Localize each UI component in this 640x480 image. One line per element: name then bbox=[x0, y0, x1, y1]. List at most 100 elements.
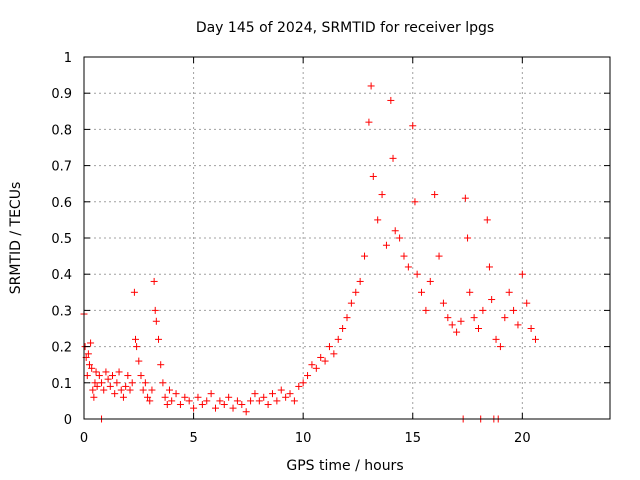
data-point bbox=[304, 372, 312, 380]
data-point bbox=[382, 241, 390, 249]
data-point bbox=[404, 263, 412, 271]
data-point bbox=[361, 252, 369, 260]
data-point bbox=[137, 372, 145, 380]
data-point bbox=[87, 339, 95, 347]
x-tick-label: 5 bbox=[189, 431, 197, 446]
data-point bbox=[229, 404, 237, 412]
data-point bbox=[264, 401, 272, 409]
data-point bbox=[212, 404, 219, 412]
data-point bbox=[126, 386, 134, 394]
data-point bbox=[220, 401, 228, 409]
data-point bbox=[85, 361, 93, 369]
data-point bbox=[185, 397, 193, 405]
data-point bbox=[159, 379, 167, 387]
data-point bbox=[514, 321, 522, 329]
data-point bbox=[290, 397, 298, 405]
data-point bbox=[492, 335, 500, 343]
data-point bbox=[389, 154, 397, 162]
data-point bbox=[233, 397, 241, 405]
data-point bbox=[464, 234, 472, 242]
data-point bbox=[321, 357, 329, 365]
data-point bbox=[518, 270, 526, 278]
data-point bbox=[400, 252, 408, 260]
data-point bbox=[330, 350, 338, 358]
data-point bbox=[347, 299, 355, 307]
y-tick-label: 1 bbox=[64, 51, 72, 66]
data-point bbox=[255, 397, 263, 405]
data-point bbox=[527, 325, 535, 332]
data-point bbox=[325, 343, 333, 351]
y-tick-label: 0.6 bbox=[51, 196, 72, 211]
data-point bbox=[501, 314, 509, 322]
data-point bbox=[130, 288, 138, 296]
data-point bbox=[461, 194, 469, 202]
data-point bbox=[431, 191, 439, 199]
x-axis-label: GPS time / hours bbox=[286, 458, 403, 474]
data-point bbox=[90, 393, 98, 401]
data-point bbox=[277, 386, 285, 394]
data-point bbox=[308, 361, 316, 369]
data-point bbox=[135, 357, 143, 365]
data-point bbox=[203, 397, 211, 405]
data-point bbox=[457, 317, 465, 325]
data-point bbox=[286, 390, 294, 398]
data-points bbox=[80, 82, 539, 423]
y-tick-label: 0.7 bbox=[51, 160, 72, 175]
data-point bbox=[369, 172, 377, 180]
data-point bbox=[238, 401, 246, 409]
data-point bbox=[317, 353, 325, 361]
data-point bbox=[282, 393, 290, 401]
data-point bbox=[367, 82, 375, 90]
data-point bbox=[505, 288, 513, 296]
data-point bbox=[273, 397, 281, 405]
data-point bbox=[312, 364, 320, 372]
data-point bbox=[448, 321, 456, 329]
data-point bbox=[216, 397, 224, 405]
data-point bbox=[128, 379, 136, 387]
data-point bbox=[409, 122, 417, 130]
data-point bbox=[133, 343, 141, 351]
data-point bbox=[139, 386, 147, 394]
data-point bbox=[124, 372, 132, 380]
data-point bbox=[106, 382, 114, 390]
data-point bbox=[378, 191, 386, 199]
data-point bbox=[391, 227, 399, 235]
data-point bbox=[475, 325, 482, 332]
data-point bbox=[181, 393, 189, 401]
data-point bbox=[111, 390, 119, 398]
data-point bbox=[268, 390, 276, 398]
x-tick-label: 10 bbox=[295, 431, 312, 446]
axis-ticks: 0 5 10 15 20 0 0.1 0.2 0.3 0.4 0.5 0.6 0.7 0.8 0.9 1 bbox=[51, 51, 610, 446]
data-point bbox=[356, 277, 364, 285]
data-point bbox=[157, 361, 165, 369]
data-point bbox=[523, 299, 531, 307]
data-point bbox=[152, 317, 160, 325]
data-point bbox=[95, 372, 103, 380]
y-tick-label: 0 bbox=[64, 413, 72, 428]
data-point bbox=[165, 386, 173, 394]
data-point bbox=[334, 335, 342, 343]
y-tick-label: 0.9 bbox=[51, 87, 72, 102]
data-point bbox=[251, 390, 259, 398]
data-point bbox=[299, 379, 307, 387]
data-point bbox=[117, 386, 125, 394]
data-point bbox=[479, 306, 487, 314]
y-axis-label: SRMTID / TECUs bbox=[8, 182, 24, 295]
data-point bbox=[168, 397, 176, 405]
data-point bbox=[132, 335, 140, 343]
data-point bbox=[343, 314, 351, 322]
data-point bbox=[207, 390, 215, 398]
data-point bbox=[422, 306, 430, 314]
data-point bbox=[92, 368, 100, 376]
data-point bbox=[176, 401, 184, 409]
y-tick-label: 0.5 bbox=[51, 232, 72, 247]
data-point bbox=[352, 288, 360, 296]
data-point bbox=[83, 372, 91, 380]
y-tick-label: 0.1 bbox=[51, 377, 72, 392]
data-point bbox=[163, 401, 171, 409]
data-point bbox=[100, 386, 108, 394]
data-point bbox=[144, 393, 152, 401]
data-point bbox=[98, 379, 106, 387]
data-point bbox=[411, 198, 419, 206]
